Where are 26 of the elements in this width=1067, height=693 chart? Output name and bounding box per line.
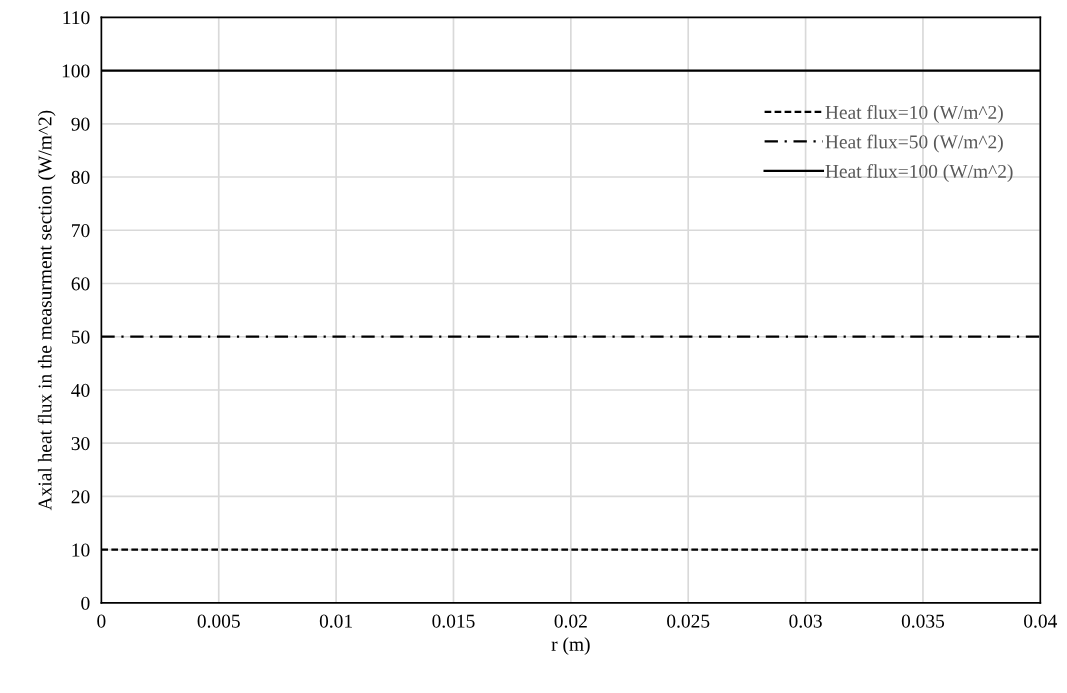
- y-tick-label: 40: [71, 383, 90, 397]
- x-tick-label: 0.04: [1024, 614, 1058, 628]
- y-tick-label: 20: [71, 490, 90, 504]
- x-tick-label: 0.025: [667, 614, 710, 628]
- x-tick-label: 0.01: [319, 614, 352, 628]
- y-tick-label: 70: [72, 224, 90, 238]
- x-tick-label: 0: [97, 614, 106, 628]
- y-tick-label: 60: [71, 277, 90, 291]
- legend-label: Heat flux=10 (W/m^2): [825, 105, 1003, 123]
- y-tick-label: 10: [72, 543, 90, 557]
- y-tick-label: 110: [63, 11, 90, 25]
- y-tick-label: 50: [71, 330, 90, 344]
- y-tick-label: 0: [81, 596, 90, 610]
- y-axis-title: Axial heat flux in the measurment section (W/m^2): [37, 110, 56, 511]
- x-tick-label: 0.035: [901, 614, 945, 628]
- y-tick-label: 90: [71, 117, 90, 131]
- x-tick-label: 0.005: [197, 614, 240, 628]
- x-tick-label: 0.015: [432, 614, 475, 628]
- x-tick-label: 0.02: [554, 614, 587, 628]
- x-axis-title: r (m): [551, 637, 590, 655]
- x-tick-label: 0.03: [789, 614, 822, 628]
- y-tick-label: 30: [71, 437, 90, 451]
- y-tick-label: 80: [71, 170, 90, 184]
- y-tick-label: 100: [62, 64, 90, 78]
- legend-label: Heat flux=50 (W/m^2): [825, 134, 1003, 153]
- legend-label: Heat flux=100 (W/m^2): [825, 164, 1013, 182]
